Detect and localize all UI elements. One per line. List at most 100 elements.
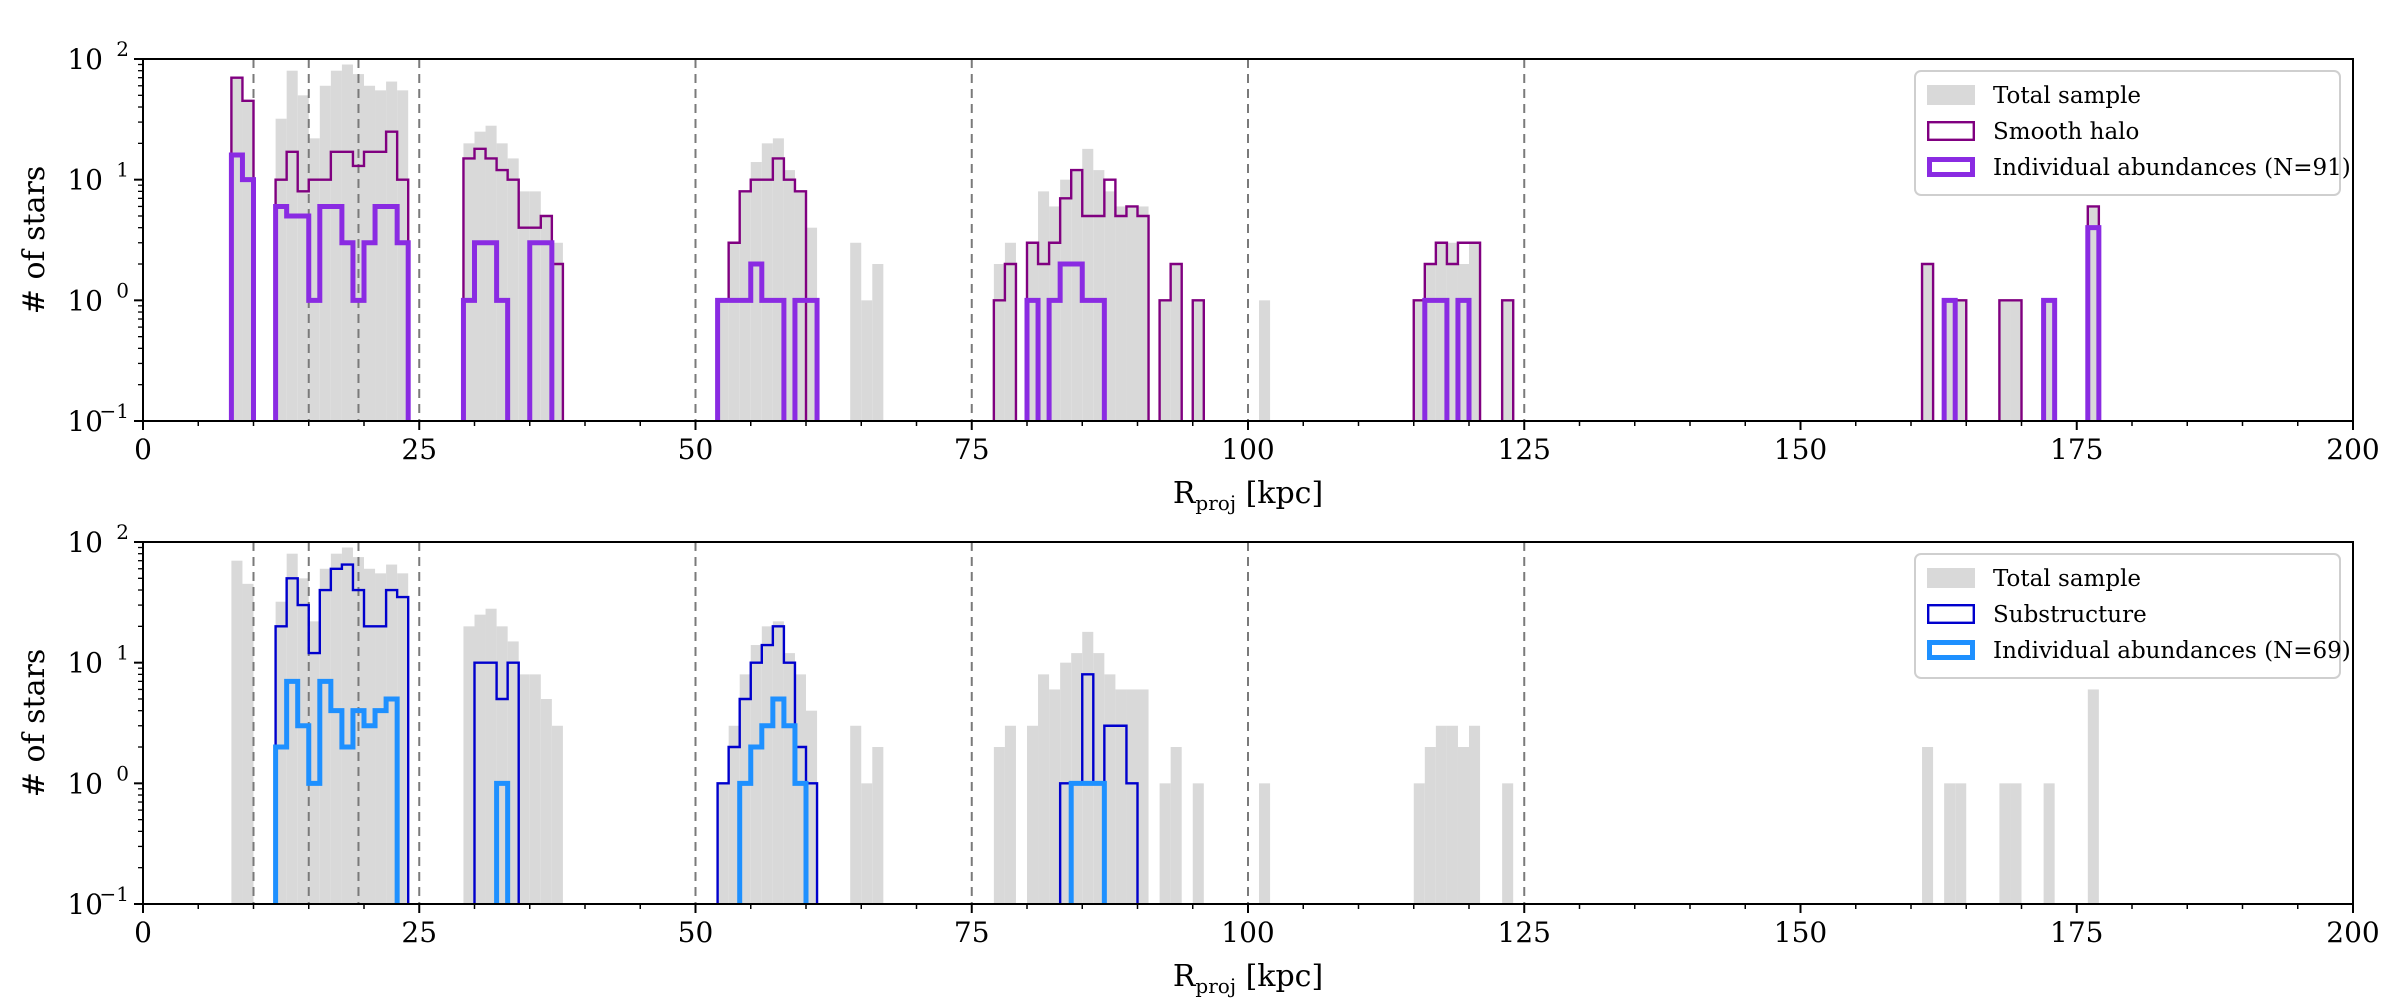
legend-swatch-filled <box>1927 85 1975 105</box>
total-sample-bar <box>861 783 873 904</box>
total-sample-bar <box>297 578 309 904</box>
total-sample-bar <box>375 90 387 421</box>
total-sample-bar <box>772 138 784 421</box>
total-sample-bar <box>1502 783 1514 904</box>
legend-swatch-outline <box>1927 640 1975 660</box>
total-sample-bar <box>1469 725 1481 904</box>
y-tick-label: 10 <box>67 767 103 800</box>
total-sample-bar <box>529 191 541 421</box>
x-tick-label: 25 <box>401 916 437 949</box>
x-tick-label: 50 <box>678 916 714 949</box>
total-sample-bar <box>2010 300 2022 421</box>
plot-area <box>228 59 2102 421</box>
total-sample-bar <box>717 783 729 904</box>
total-sample-bar <box>319 85 331 421</box>
total-sample-bar <box>1944 783 1956 904</box>
total-sample-bar <box>850 725 862 904</box>
total-sample-bar <box>750 645 762 904</box>
total-sample-bar <box>1159 783 1171 904</box>
x-tick-label: 200 <box>2326 433 2379 466</box>
legend-swatch-outline <box>1926 120 1975 141</box>
total-sample-bar <box>1071 653 1083 904</box>
total-sample-bar <box>1060 179 1072 421</box>
x-tick-label: 125 <box>1498 433 1551 466</box>
total-sample-bar <box>1038 674 1050 904</box>
total-sample-bar <box>485 608 497 904</box>
total-sample-bar <box>231 560 243 904</box>
total-sample-bar <box>364 568 376 904</box>
total-sample-bar <box>1082 631 1094 904</box>
x-tick-label: 150 <box>1774 916 1827 949</box>
total-sample-bar <box>728 725 740 904</box>
total-sample-bar <box>794 191 806 421</box>
individual-abundances-step-line <box>273 678 1107 904</box>
total-sample-bar <box>540 698 552 904</box>
y-tick-label: 10 <box>67 164 103 197</box>
total-sample-bar <box>1137 206 1149 421</box>
total-sample-bar <box>2087 689 2099 904</box>
total-sample-bar <box>1457 747 1469 904</box>
x-tick-label: 100 <box>1221 433 1274 466</box>
total-sample-bar <box>2010 783 2022 904</box>
x-axis-label: Rproj [kpc] <box>1173 959 1323 998</box>
x-tick-label: 175 <box>2050 433 2103 466</box>
total-sample-bar <box>761 143 773 421</box>
total-sample-bar <box>341 547 353 904</box>
total-sample-bar <box>783 170 795 421</box>
total-sample-bar <box>507 158 519 421</box>
total-sample-bar <box>1955 300 1967 421</box>
total-sample-bar <box>474 614 486 904</box>
total-sample-bar <box>386 564 398 904</box>
total-sample-bar <box>993 747 1005 904</box>
x-tick-label: 50 <box>678 433 714 466</box>
total-sample-bar <box>1259 300 1271 421</box>
total-sample-bar <box>1999 783 2011 904</box>
total-sample-bar <box>1027 242 1039 421</box>
y-tick-label: 10 <box>67 284 103 317</box>
total-sample-bar <box>1413 300 1425 421</box>
total-sample-bar <box>861 300 873 421</box>
total-sample-bar <box>728 242 740 421</box>
legend-label: Substructure <box>1993 602 2147 628</box>
total-sample-bar <box>507 641 519 904</box>
total-sample-bar <box>1170 264 1182 421</box>
total-sample-bar <box>1424 747 1436 904</box>
total-sample-bar <box>2087 206 2099 421</box>
total-sample-bar <box>739 674 751 904</box>
total-sample-bar <box>1170 747 1182 904</box>
y-tick-exponent: 0 <box>116 278 129 302</box>
plot-area <box>231 542 2099 904</box>
y-tick-exponent: −1 <box>100 882 129 906</box>
total-sample-bar <box>772 621 784 904</box>
legend-box <box>1914 553 2341 679</box>
legend: Total sample Smooth halo Individual abunda… <box>1914 70 2351 196</box>
total-sample-bar <box>1104 674 1116 904</box>
x-tick-label: 200 <box>2326 916 2379 949</box>
total-sample-bar <box>1944 300 1956 421</box>
y-tick-label: 10 <box>67 405 103 438</box>
total-sample-bar <box>850 242 862 421</box>
total-sample-bar <box>297 95 309 421</box>
total-sample-bar <box>717 300 729 421</box>
total-sample-bar <box>750 162 762 421</box>
total-sample-bar <box>518 191 530 421</box>
total-sample-bar <box>1259 783 1271 904</box>
total-sample-bar <box>330 553 342 904</box>
total-sample-bar <box>1093 653 1105 904</box>
total-sample-bar <box>518 674 530 904</box>
total-sample-bar <box>496 143 508 421</box>
x-tick-label: 75 <box>954 433 990 466</box>
x-tick-label: 100 <box>1221 916 1274 949</box>
total-sample-bar <box>1049 206 1061 421</box>
total-sample-bar <box>397 90 409 421</box>
legend: Total sample Substructure Individual abund… <box>1914 553 2351 679</box>
substructure-step-line <box>274 563 1139 904</box>
x-tick-label: 75 <box>954 916 990 949</box>
total-sample-bar <box>286 553 298 904</box>
legend-swatch-filled <box>1927 568 1975 588</box>
total-sample-bar <box>242 583 254 904</box>
total-sample-bar <box>1922 747 1934 904</box>
total-sample-bar <box>242 100 254 421</box>
